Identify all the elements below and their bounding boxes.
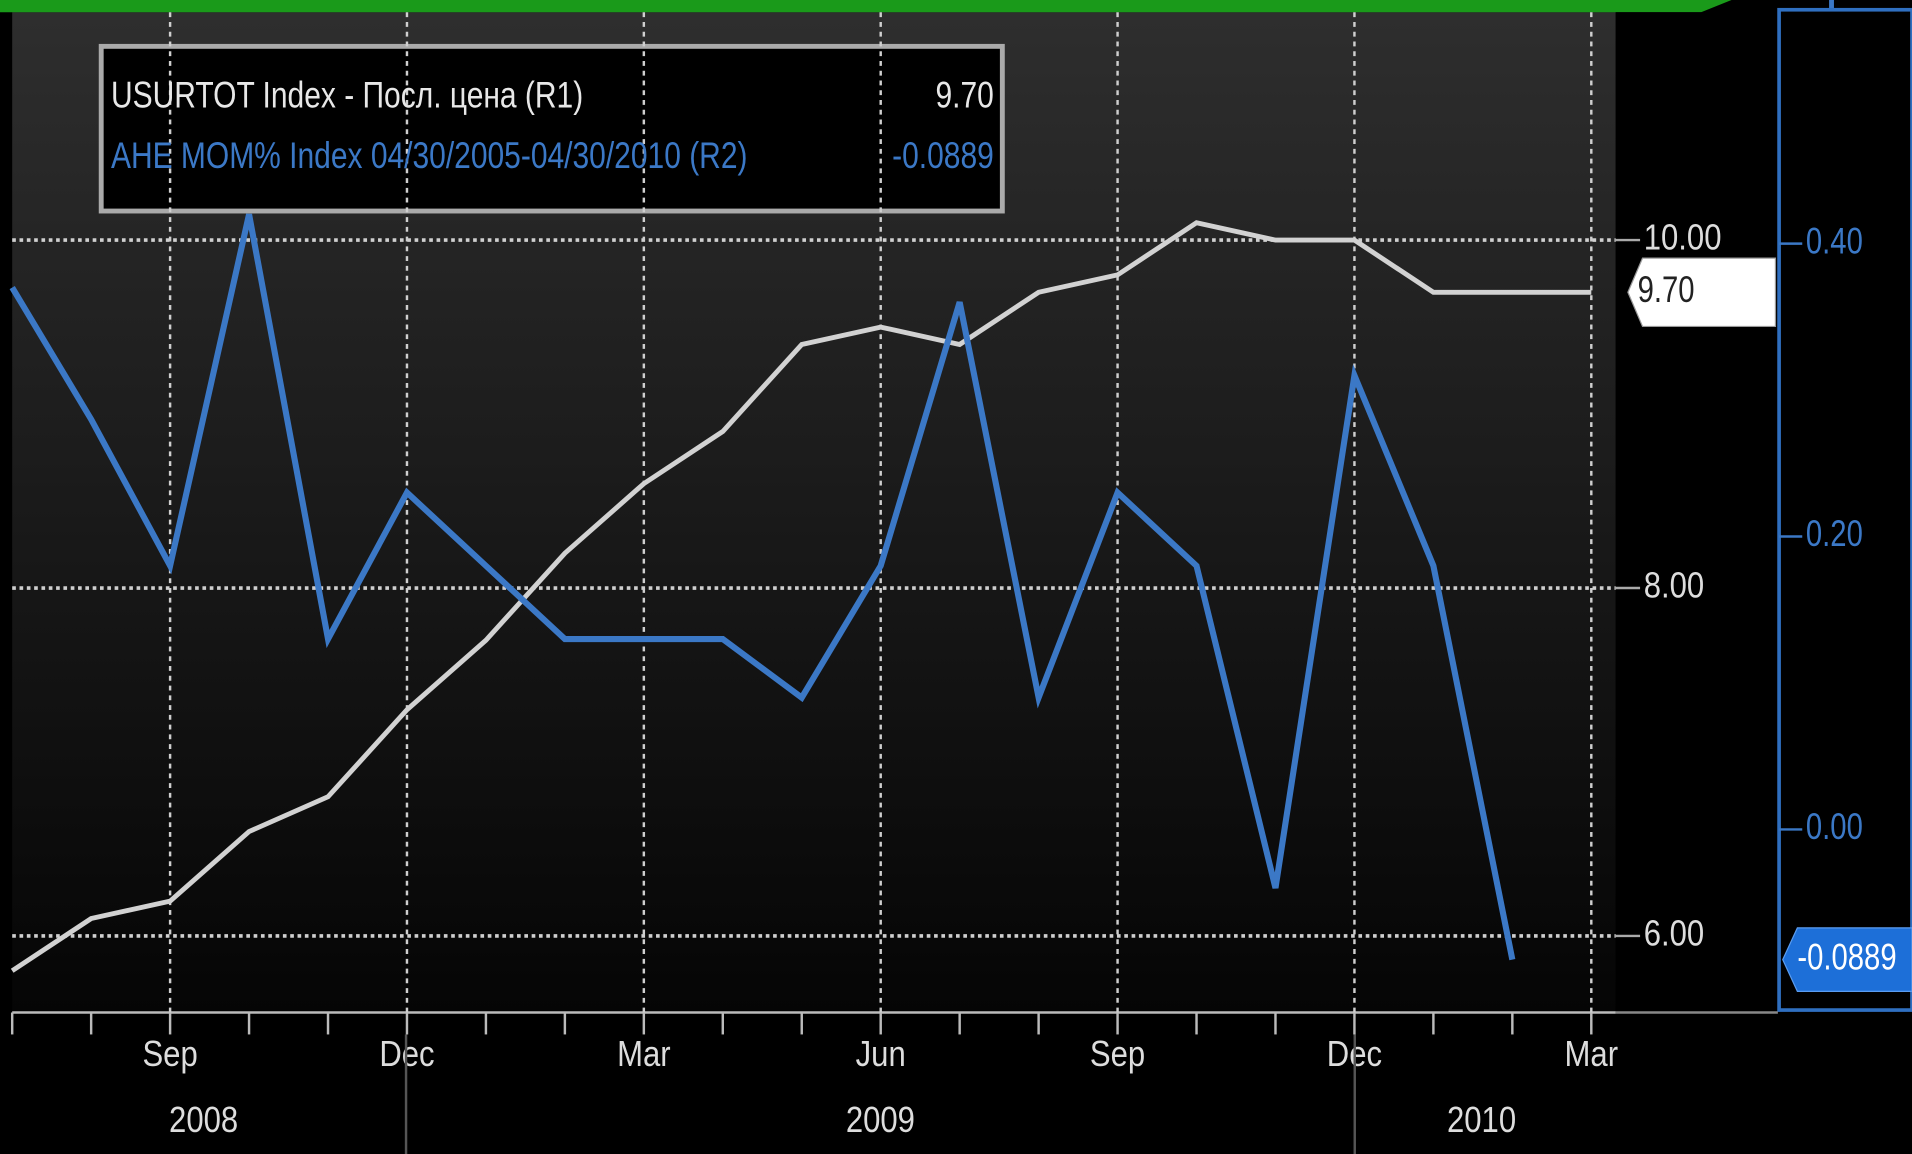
legend xyxy=(98,43,1005,214)
legend-entry: AHE MOM% Index 04/30/2005-04/30/2010 (R2… xyxy=(111,137,748,177)
last-value-tag xyxy=(1627,257,1777,328)
legend-entry: USURTOT Index - Посл. цена (R1) xyxy=(111,76,583,116)
last-value-label: -0.0889 xyxy=(1797,937,1896,978)
year-label: 2010 xyxy=(1447,1100,1516,1141)
x-tick-label: Jun xyxy=(856,1034,906,1075)
y-tick-label: 10.00 xyxy=(1644,217,1722,258)
top-marker xyxy=(1829,0,1834,13)
y-tick-label: 8.00 xyxy=(1644,565,1704,606)
top-bar xyxy=(0,0,1732,13)
x-tick-label: Mar xyxy=(1565,1034,1619,1075)
year-label: 2009 xyxy=(846,1100,915,1141)
legend-value: 9.70 xyxy=(935,76,993,116)
y2-tick-label: 0.20 xyxy=(1806,514,1863,555)
r1-axis-panel xyxy=(1615,12,1778,1013)
y-tick-label: 6.00 xyxy=(1644,913,1704,954)
x-tick-label: Sep xyxy=(142,1034,197,1075)
y2-tick-label: 0.40 xyxy=(1806,221,1863,262)
series-line xyxy=(10,220,1592,973)
y2-tick-label: 0.00 xyxy=(1806,807,1863,848)
last-value-label: 9.70 xyxy=(1638,270,1695,311)
x-tick-label: Mar xyxy=(617,1034,671,1075)
series-line xyxy=(9,213,1516,961)
legend-value: -0.0889 xyxy=(892,137,994,177)
year-label: 2008 xyxy=(169,1100,238,1141)
x-tick-label: Sep xyxy=(1090,1034,1145,1075)
last-value-tag xyxy=(1782,927,1912,992)
r2-axis-panel xyxy=(1777,7,1912,1012)
